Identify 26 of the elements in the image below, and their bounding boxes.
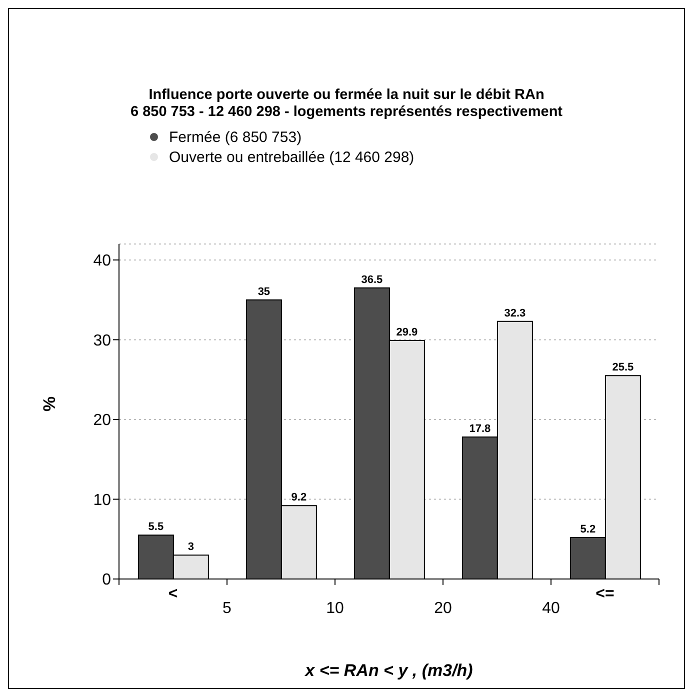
legend-label: Fermée (6 850 753)	[169, 128, 302, 146]
x-tick-label: <=	[596, 585, 614, 602]
text: 10	[326, 600, 344, 617]
text: 40	[542, 600, 560, 617]
data-label: 17.8	[469, 423, 491, 436]
x-axis-title: x <= RAn < y , (m3/h)	[304, 661, 474, 681]
data-label: 32.3	[504, 307, 526, 320]
data-label: 5.5	[148, 521, 164, 534]
data-label: 5.2	[580, 524, 596, 536]
data-label: 9.2	[291, 492, 307, 504]
text: 20	[434, 600, 452, 617]
chart-title: Influence porte ouverte ou fermée la nuit sur le débit RAn 6 850 753 - 12 460 298 - logements représentés respectivement	[129, 87, 564, 121]
y-tick-label: 40	[93, 252, 112, 270]
data-label: 25.5	[612, 362, 634, 374]
data-label: 35	[258, 286, 270, 298]
text: 5	[222, 600, 232, 617]
data-label: 29.9	[396, 326, 418, 339]
data-label: 36.5	[361, 274, 383, 286]
y-axis-title: %	[40, 396, 60, 412]
y-tick-label: 20	[93, 412, 112, 430]
data-label: 3	[188, 541, 194, 554]
x-tick-label: <	[168, 585, 178, 602]
y-tick-label: 0	[102, 572, 112, 589]
y-tick-label: 10	[93, 492, 112, 509]
legend-label: Ouverte ou entrebaillée (12 460 298)	[169, 148, 414, 166]
y-tick-label: 30	[93, 332, 112, 350]
